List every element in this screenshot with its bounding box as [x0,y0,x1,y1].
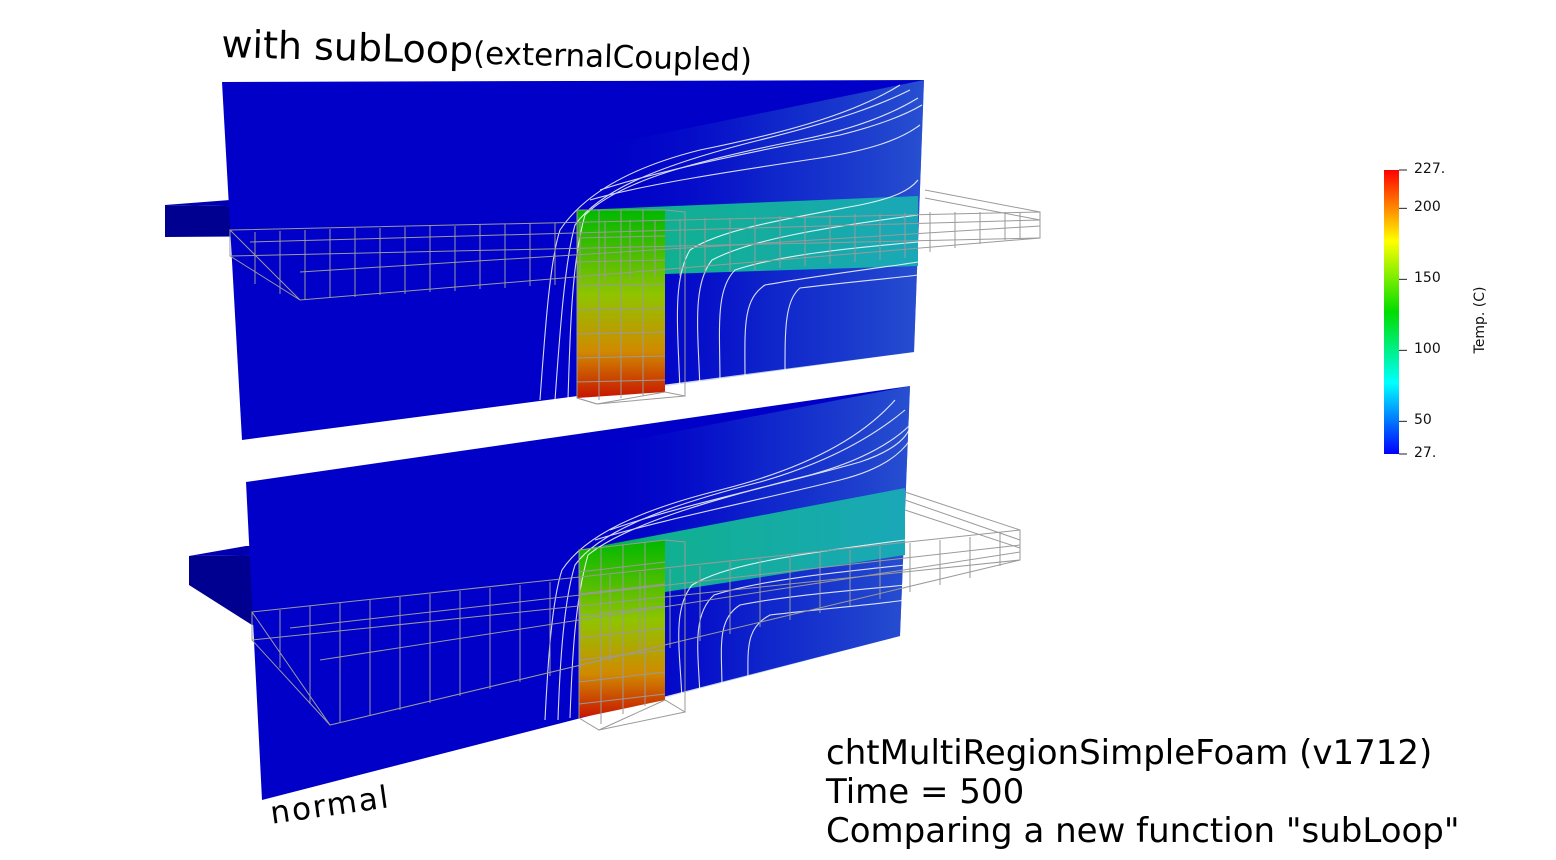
colorbar-tick-label: 100 [1414,341,1441,358]
colorbar-tick-label: 50 [1414,412,1432,429]
colorbar-gradient [1384,170,1399,454]
bottom-fin-horizontal [579,488,905,592]
caption-description: Comparing a new function "subLoop" [826,811,1460,851]
caption-block: chtMultiRegionSimpleFoam (v1712) Time = … [826,734,1460,851]
bottom-wireframe [251,491,1021,731]
top-label-paren: (externalCoupled) [472,35,753,79]
colorbar-title: Temp. (C) [1472,286,1488,354]
colorbar-tick-label: 150 [1414,270,1441,287]
top-label-main: with subLoop [220,22,474,73]
bottom-model [189,386,1021,800]
caption-time: Time = 500 [826,772,1025,812]
colorbar-tick-label: 227. [1414,161,1446,177]
top-model [165,80,1041,440]
colorbar-tick-label: 200 [1414,199,1441,216]
colorbar-tick-marks [1399,169,1407,455]
bottom-contours [544,399,911,721]
colorbar-tick-label: 27. [1414,445,1437,461]
top-wireframe [228,189,1041,405]
caption-solver: chtMultiRegionSimpleFoam (v1712) [826,733,1433,773]
colorbar [1384,169,1407,455]
